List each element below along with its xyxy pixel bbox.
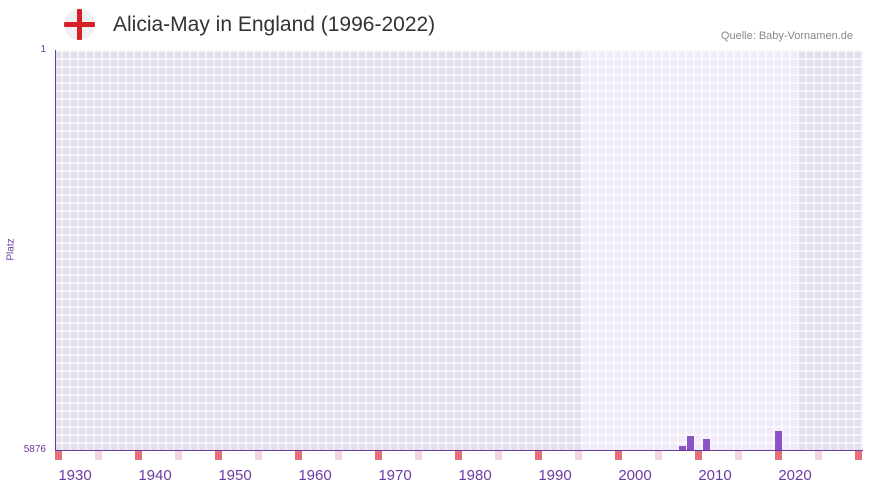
plot-area xyxy=(55,50,863,450)
england-flag-icon xyxy=(64,9,95,40)
decade-marker xyxy=(175,451,182,460)
x-tick-label: 2000 xyxy=(618,467,652,484)
decade-marker xyxy=(55,451,62,460)
decade-marker xyxy=(335,451,342,460)
decade-marker xyxy=(615,451,622,460)
source-link[interactable]: Quelle: Baby-Vornamen.de xyxy=(720,30,853,42)
decade-marker xyxy=(135,451,142,460)
bar-2007[interactable] xyxy=(687,435,694,450)
decade-marker xyxy=(215,451,222,460)
y-axis xyxy=(55,50,56,450)
bar-2018[interactable] xyxy=(775,431,782,450)
decade-marker xyxy=(455,451,462,460)
decade-marker xyxy=(815,451,822,460)
x-tick-label: 1950 xyxy=(218,467,252,484)
decade-marker xyxy=(375,451,382,460)
y-axis-title: Platz xyxy=(5,238,17,261)
x-tick-label: 1990 xyxy=(538,467,572,484)
decade-marker xyxy=(295,451,302,460)
bar-2006[interactable] xyxy=(679,445,686,450)
decade-marker xyxy=(655,451,662,460)
decade-marker xyxy=(775,451,782,460)
y-tick-bottom: 5876 xyxy=(23,444,46,455)
decade-marker xyxy=(575,451,582,460)
x-axis xyxy=(55,450,863,451)
x-tick-label: 1940 xyxy=(138,467,172,484)
decade-marker xyxy=(695,451,702,460)
x-tick-label: 2020 xyxy=(778,467,812,484)
x-tick-label: 1970 xyxy=(378,467,412,484)
decade-marker xyxy=(255,451,262,460)
grid xyxy=(55,50,863,450)
y-tick-top: 1 xyxy=(40,44,46,55)
decade-marker xyxy=(735,451,742,460)
decade-marker xyxy=(415,451,422,460)
bar-2009[interactable] xyxy=(703,438,710,450)
decade-marker xyxy=(95,451,102,460)
decade-marker xyxy=(495,451,502,460)
x-tick-label: 2010 xyxy=(698,467,732,484)
x-tick-label: 1980 xyxy=(458,467,492,484)
decade-marker xyxy=(535,451,542,460)
decade-marker xyxy=(855,451,862,460)
x-tick-label: 1960 xyxy=(298,467,332,484)
x-tick-label: 1930 xyxy=(58,467,92,484)
chart-title: Alicia-May in England (1996-2022) xyxy=(113,13,436,36)
